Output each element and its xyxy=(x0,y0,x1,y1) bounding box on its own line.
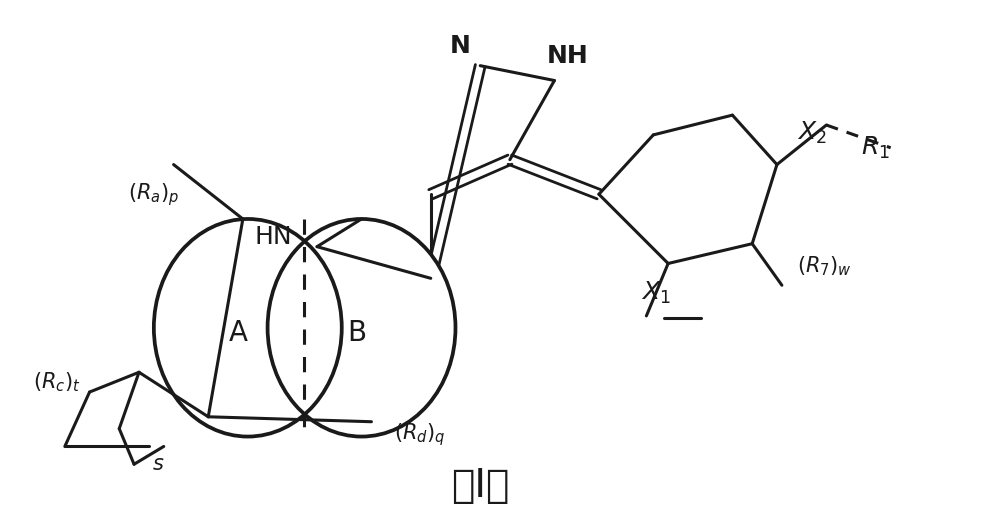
Text: NH: NH xyxy=(546,44,588,68)
Text: $(R_7)_w$: $(R_7)_w$ xyxy=(797,254,852,278)
Text: $(R_c)_t$: $(R_c)_t$ xyxy=(33,370,81,394)
Text: B: B xyxy=(347,319,366,346)
Text: A: A xyxy=(228,319,247,346)
Text: $(R_d)_q$: $(R_d)_q$ xyxy=(394,421,446,448)
Text: （Ⅰ）: （Ⅰ） xyxy=(451,467,509,505)
Text: $(R_a)_p$: $(R_a)_p$ xyxy=(128,181,179,207)
Text: $s$: $s$ xyxy=(152,454,164,474)
Text: N: N xyxy=(450,34,471,58)
Text: $X_2$: $X_2$ xyxy=(797,120,826,146)
Text: $X_1$: $X_1$ xyxy=(641,280,671,306)
Ellipse shape xyxy=(154,219,342,436)
Ellipse shape xyxy=(268,219,455,436)
Text: $R_1$: $R_1$ xyxy=(861,135,890,161)
Text: HN: HN xyxy=(255,225,292,249)
